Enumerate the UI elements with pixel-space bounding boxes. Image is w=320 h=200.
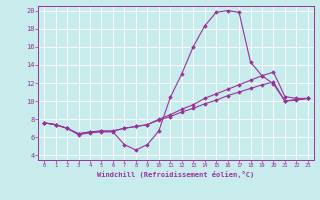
X-axis label: Windchill (Refroidissement éolien,°C): Windchill (Refroidissement éolien,°C)	[97, 171, 255, 178]
